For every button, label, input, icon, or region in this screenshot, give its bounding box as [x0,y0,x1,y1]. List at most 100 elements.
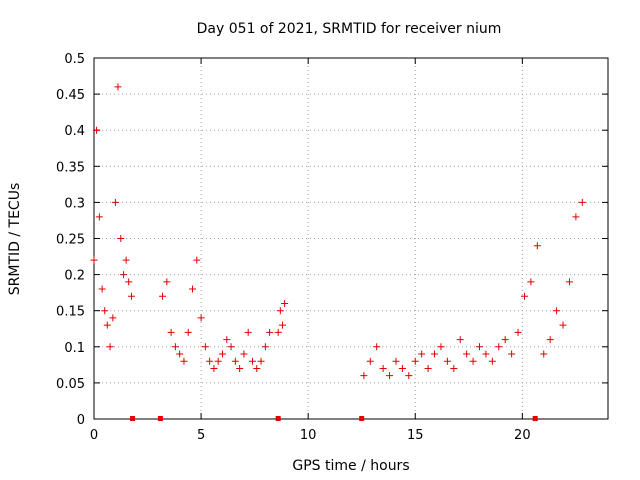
data-point [101,307,109,315]
data-point [274,328,282,336]
data-point [366,357,374,365]
y-tick-label: 0.2 [64,269,85,284]
data-point [98,285,106,293]
data-points [90,83,586,380]
x-tick-label: 20 [514,428,531,443]
data-point [95,213,103,221]
data-point [418,350,426,358]
data-point [431,350,439,358]
x-tick-label: 5 [197,428,205,443]
data-point [227,343,235,351]
data-point [514,328,522,336]
y-tick-label: 0.35 [56,160,85,175]
data-point [180,357,188,365]
data-point [189,285,197,293]
data-point [257,357,265,365]
data-point [508,350,516,358]
chart-title: Day 051 of 2021, SRMTID for receiver niu… [197,21,502,37]
data-point [219,350,226,358]
data-point [103,321,111,329]
gap-marker [275,416,281,421]
x-axis-label: GPS time / hours [292,458,409,474]
data-point [456,336,464,344]
data-point [373,343,381,351]
data-point [125,278,133,286]
data-point [501,336,509,344]
data-point [159,292,167,300]
data-point [476,343,483,351]
data-point [201,343,209,351]
data-point [540,350,548,358]
data-point [392,357,400,365]
y-tick-label: 0.45 [56,88,85,103]
data-point [553,307,561,315]
gap-marker [130,416,136,421]
x-tick-label: 0 [90,428,98,443]
data-point [398,364,406,372]
data-point [379,364,387,372]
y-tick-label: 0.05 [56,377,85,392]
data-point [240,350,248,358]
data-point [231,357,239,365]
x-tick-label: 10 [300,428,317,443]
data-point [520,292,528,300]
data-point [214,357,222,365]
data-point [184,328,192,336]
data-point [276,307,284,315]
y-tick-label: 0.4 [64,124,85,139]
data-point [171,343,179,351]
data-point [120,271,128,279]
data-point [450,364,458,372]
data-point [109,314,117,322]
data-point [193,256,201,264]
data-point [197,314,205,322]
data-point [443,357,451,365]
y-tick-label: 0 [77,413,85,428]
data-point [176,350,184,358]
data-point [386,372,394,380]
data-point [546,336,554,344]
data-point [411,357,419,365]
data-point [278,321,286,329]
x-axis-ticks: 0 5 10 15 20 [90,58,531,443]
gap-marker [359,416,365,421]
data-point [495,343,503,351]
data-point [424,364,432,372]
data-point [90,256,98,264]
data-point [248,357,256,365]
data-point [122,256,130,264]
data-point [111,198,119,206]
data-gap-markers [130,416,538,421]
data-point [266,328,274,336]
data-point [93,126,101,134]
data-point [261,343,269,351]
data-point [565,278,573,286]
data-point [527,278,535,286]
data-point [210,364,218,372]
data-point [437,343,445,351]
data-point [572,213,580,221]
data-point [244,328,252,336]
data-point [127,292,135,300]
gap-marker [157,416,163,421]
data-point [559,321,567,329]
data-point [167,328,175,336]
data-point [463,350,471,358]
y-tick-label: 0.15 [56,305,85,320]
y-tick-label: 0.1 [64,341,85,356]
data-point [117,235,125,242]
gap-marker [532,416,538,421]
data-point [281,299,289,307]
data-point [206,357,214,365]
data-point [578,198,586,206]
y-tick-label: 0.3 [64,196,85,211]
y-axis-ticks: 0 0.05 0.1 0.15 0.2 0.25 0.3 0.35 0.4 0.45 0.5 [56,52,608,428]
data-point [469,357,477,365]
data-point [223,336,231,344]
data-point [163,278,171,286]
y-axis-label: SRMTID / TECUs [7,183,23,296]
y-tick-label: 0.25 [56,233,85,248]
data-point [253,364,261,372]
data-point [114,83,122,91]
